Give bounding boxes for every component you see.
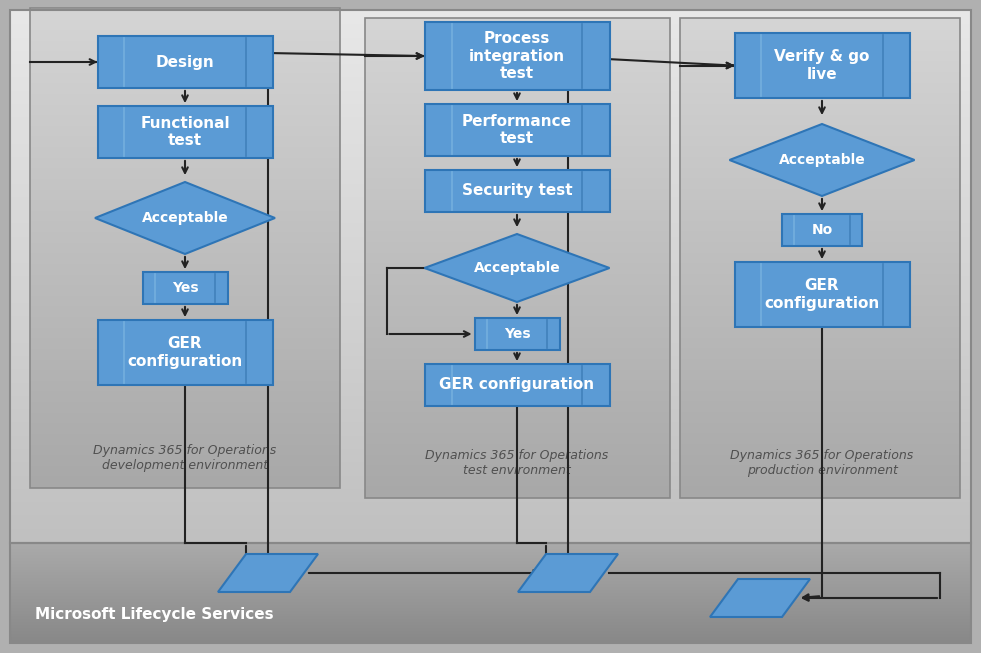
Bar xyxy=(97,106,273,158)
Bar xyxy=(97,36,273,88)
Text: Functional
test: Functional test xyxy=(140,116,230,148)
Text: Microsoft Lifecycle Services: Microsoft Lifecycle Services xyxy=(35,607,274,622)
Text: No: No xyxy=(811,223,833,237)
Text: GER
configuration: GER configuration xyxy=(764,278,880,311)
Text: GER configuration: GER configuration xyxy=(439,377,594,392)
Bar xyxy=(735,33,909,98)
Text: Yes: Yes xyxy=(172,281,198,295)
Bar xyxy=(425,104,609,156)
Text: Dynamics 365 for Operations
test environment: Dynamics 365 for Operations test environ… xyxy=(426,449,608,477)
Polygon shape xyxy=(518,554,618,592)
Bar xyxy=(425,170,609,212)
Bar xyxy=(97,320,273,385)
Text: Dynamics 365 for Operations
development environment: Dynamics 365 for Operations development … xyxy=(93,444,277,472)
Bar xyxy=(425,364,609,406)
Text: Design: Design xyxy=(156,54,215,69)
Bar xyxy=(680,18,960,498)
Bar xyxy=(735,262,909,327)
Bar xyxy=(10,10,971,543)
Text: Dynamics 365 for Operations
production environment: Dynamics 365 for Operations production e… xyxy=(731,449,913,477)
Bar xyxy=(10,543,971,643)
Text: GER
configuration: GER configuration xyxy=(128,336,242,369)
Text: Process
integration
test: Process integration test xyxy=(469,31,565,81)
Polygon shape xyxy=(95,182,275,254)
Text: Yes: Yes xyxy=(503,327,531,341)
Text: Performance
test: Performance test xyxy=(462,114,572,146)
Bar xyxy=(142,272,228,304)
Bar xyxy=(30,8,340,488)
Bar xyxy=(782,214,862,246)
Bar xyxy=(475,318,559,350)
Polygon shape xyxy=(730,124,914,196)
Polygon shape xyxy=(218,554,318,592)
Bar xyxy=(425,22,609,90)
Polygon shape xyxy=(425,234,609,302)
Polygon shape xyxy=(710,579,810,617)
Text: Acceptable: Acceptable xyxy=(474,261,560,275)
Text: Security test: Security test xyxy=(462,183,572,199)
Text: Acceptable: Acceptable xyxy=(141,211,229,225)
Bar xyxy=(365,18,670,498)
Text: Verify & go
live: Verify & go live xyxy=(774,49,870,82)
Text: Acceptable: Acceptable xyxy=(779,153,865,167)
